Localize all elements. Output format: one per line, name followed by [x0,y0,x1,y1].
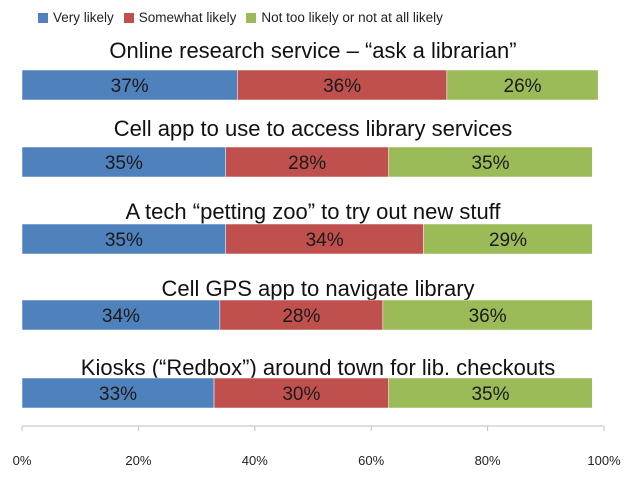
legend-item-very-likely: Very likely [38,10,114,25]
legend-label: Very likely [53,10,114,25]
legend-label: Not too likely or not at all likely [261,10,443,25]
category-label: Cell app to use to access library servic… [114,116,513,141]
x-tick-label: 100% [587,453,621,468]
legend-item-not-likely: Not too likely or not at all likely [246,10,443,25]
bar-segment [388,377,593,409]
data-label: 35% [471,153,509,174]
bar-segment [219,299,384,331]
bar-segment [21,146,226,178]
legend-swatch [123,12,134,23]
category-label: Online research service – “ask a librari… [109,38,516,63]
data-label: 35% [471,384,509,405]
legend-swatch [246,12,257,23]
category-label: Cell GPS app to navigate library [161,276,474,301]
x-tick-label: 60% [358,453,384,468]
bar-segment [213,377,389,409]
data-label: 28% [282,306,320,327]
bar-segment [388,146,593,178]
category-label: Kiosks (“Redbox”) around town for lib. c… [81,355,555,380]
data-label: 36% [323,76,361,97]
bar-segment [446,69,599,101]
chart-legend: Very likely Somewhat likely Not too like… [38,10,618,25]
x-tick-label: 0% [13,453,32,468]
data-label: 37% [111,76,149,97]
x-tick-label: 20% [125,453,151,468]
data-label: 35% [105,153,143,174]
data-label: 36% [469,306,507,327]
data-label: 35% [105,230,143,251]
bar-segment [21,299,221,331]
bar-segment [423,223,593,255]
legend-swatch [38,12,48,23]
x-tick-label: 40% [242,453,268,468]
data-label: 30% [282,384,320,405]
legend-item-somewhat-likely: Somewhat likely [123,10,237,25]
data-label: 33% [99,384,137,405]
bar-segment [225,146,389,178]
data-label: 34% [306,230,344,251]
category-label: A tech “petting zoo” to try out new stuf… [125,199,501,224]
bar-segment [21,377,215,409]
data-label: 26% [504,76,542,97]
data-label: 28% [288,153,326,174]
x-tick-label: 80% [475,453,501,468]
bar-segment [237,69,448,101]
bar-segment [21,223,226,255]
data-label: 29% [489,230,527,251]
bar-segment [21,69,238,101]
legend-label: Somewhat likely [138,10,237,25]
bar-segment [382,299,593,331]
data-label: 34% [102,306,140,327]
